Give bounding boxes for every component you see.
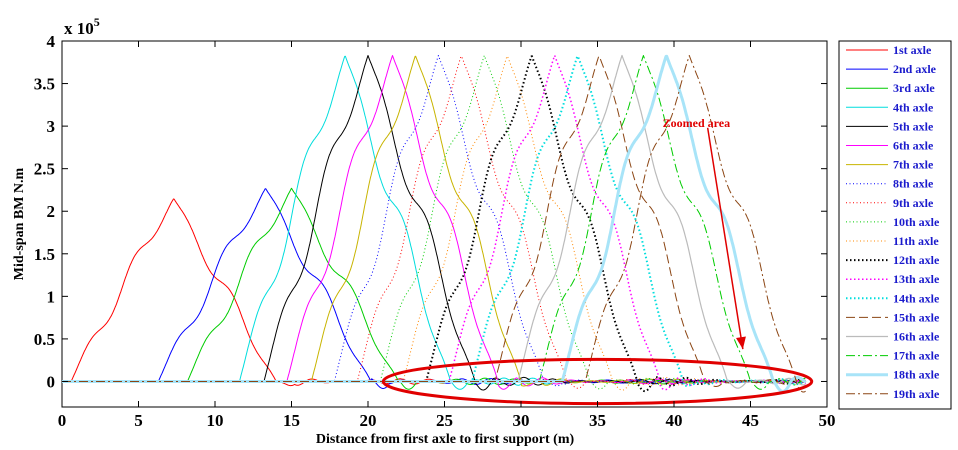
legend-label-18: 18th axle [893,368,940,382]
series-line-8 [62,55,806,387]
x-tick-label: 5 [134,411,143,430]
x-tick-label: 10 [207,411,224,430]
legend-label-6: 6th axle [893,139,934,153]
legend-box [838,40,952,410]
y-tick-label: 2.5 [34,160,55,179]
legend: 1st axle 2nd axle 3rd axle 4th axle 5th axle… [846,43,940,401]
x-tick-label: 0 [58,411,67,430]
x-tick-label: 40 [666,411,683,430]
legend-label-14: 14th axle [893,291,940,305]
y-tick-label: 3 [47,117,56,136]
y-tick-label: 1 [47,287,56,306]
series-line-10 [62,55,806,390]
y-tick-label: 3.5 [34,75,55,94]
series-line-14 [62,55,807,387]
zoomed-area-arrowhead [736,336,746,350]
legend-label-8: 8th axle [893,177,934,191]
legend-label-10: 10th axle [893,215,940,229]
y-tick-label: 2 [47,202,56,221]
series-line-19 [62,55,806,393]
legend-label-7: 7th axle [893,158,934,172]
legend-label-17: 17th axle [893,349,940,363]
x-tick-label: 50 [819,411,836,430]
y-axis-label: Mid-span BM N.m [12,167,27,280]
legend-label-11: 11th axle [893,234,939,248]
legend-label-9: 9th axle [893,196,934,210]
legend-label-2: 2nd axle [893,62,937,76]
x-axis-label: Distance from first axle to first suppor… [316,432,575,447]
legend-label-19: 19th axle [893,387,940,401]
x-tick-label: 20 [360,411,377,430]
tick-layer: 0 5 10 15 20 25 30 35 40 45 50 0 0.5 1 1.5 2 2.5 3 3.5 4 [34,32,836,430]
x-tick-label: 35 [589,411,606,430]
x-tick-label: 45 [742,411,759,430]
legend-label-15: 15th axle [893,310,940,324]
legend-label-4: 4th axle [893,100,934,114]
legend-label-1: 1st axle [893,43,932,57]
legend-label-16: 16th axle [893,330,940,344]
legend-label-13: 13th axle [893,272,940,286]
y-tick-label: 4 [47,32,56,51]
zoomed-area-label: Zoomed area [663,116,730,130]
y-exponent-label: x 105 [64,15,100,38]
series-layer [62,54,807,393]
legend-label-5: 5th axle [893,119,934,133]
zoomed-area-arrow [706,127,744,350]
y-tick-label: 0 [47,372,56,391]
series-line-11 [62,55,806,391]
plot-area [61,40,828,408]
legend-label-12: 12th axle [893,253,940,267]
x-tick-label: 25 [436,411,453,430]
y-tick-label: 1.5 [34,245,55,264]
legend-label-3: 3rd axle [893,81,935,95]
y-tick-label: 0.5 [34,330,55,349]
x-tick-label: 15 [283,411,300,430]
x-tick-label: 30 [513,411,530,430]
